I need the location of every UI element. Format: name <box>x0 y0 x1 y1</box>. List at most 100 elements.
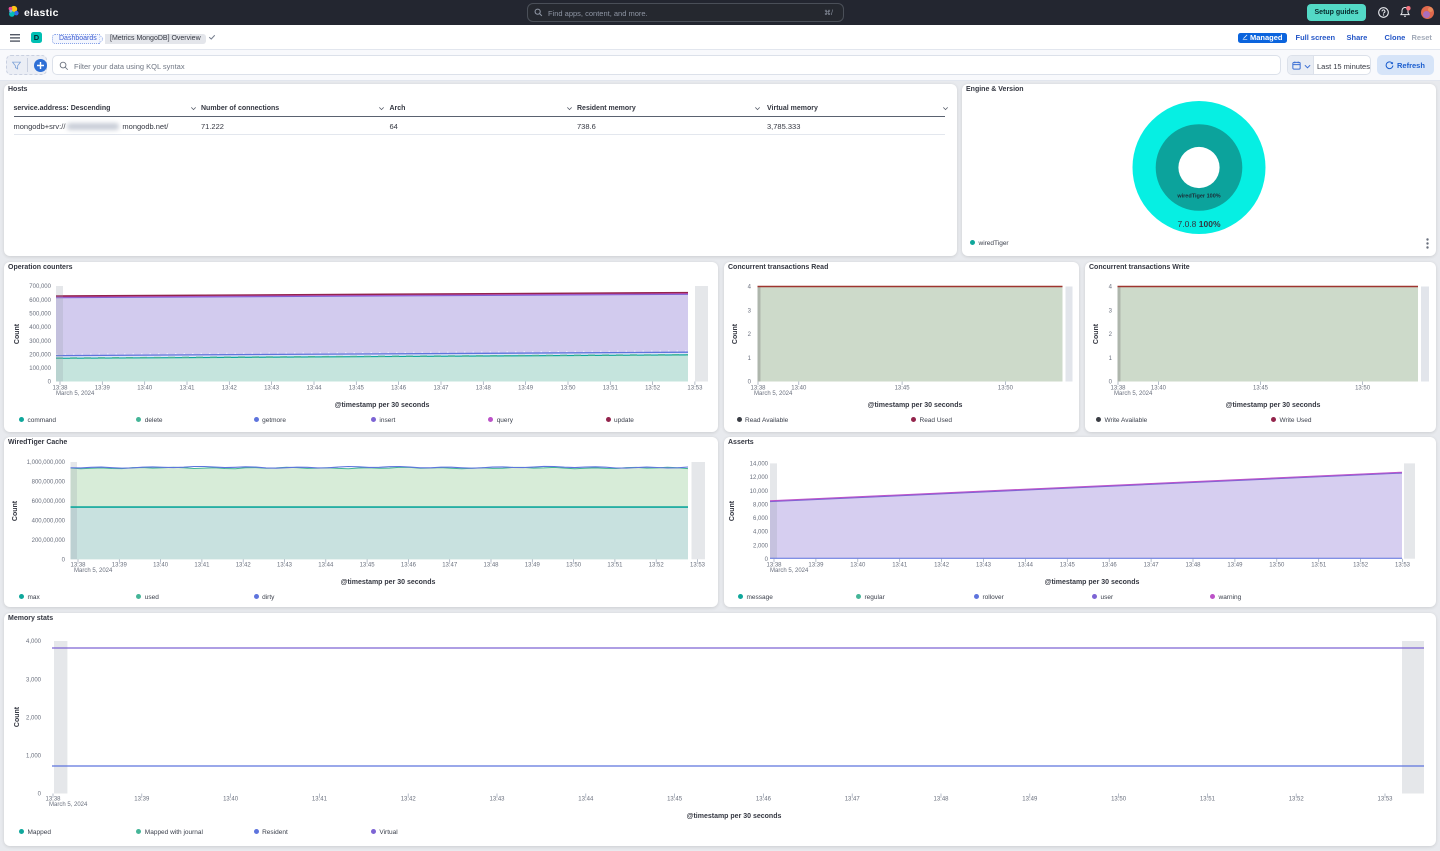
svg-text:13:44: 13:44 <box>1018 563 1034 569</box>
svg-text:13:49: 13:49 <box>518 386 534 392</box>
svg-text:13:52: 13:52 <box>1353 563 1369 569</box>
svg-text:13:40: 13:40 <box>223 797 239 803</box>
svg-text:0: 0 <box>38 792 42 798</box>
svg-text:13:52: 13:52 <box>649 563 665 569</box>
svg-text:1,000: 1,000 <box>26 754 42 760</box>
svg-text:3,000: 3,000 <box>26 677 42 683</box>
svg-text:2: 2 <box>1109 332 1113 338</box>
svg-text:13:50: 13:50 <box>566 563 582 569</box>
svg-text:13:45: 13:45 <box>667 797 683 803</box>
svg-text:13:51: 13:51 <box>603 386 619 392</box>
svg-text:13:46: 13:46 <box>391 386 407 392</box>
svg-text:13:47: 13:47 <box>433 386 449 392</box>
svg-text:March 5, 2024: March 5, 2024 <box>56 391 95 397</box>
svg-text:13:40: 13:40 <box>850 563 866 569</box>
svg-text:0: 0 <box>48 380 52 386</box>
svg-text:13:53: 13:53 <box>1377 797 1393 803</box>
svg-text:4: 4 <box>1109 285 1113 291</box>
svg-text:@timestamp per 30 seconds: @timestamp per 30 seconds <box>868 402 963 409</box>
svg-text:13:40: 13:40 <box>137 386 153 392</box>
svg-text:13:45: 13:45 <box>349 386 365 392</box>
svg-text:13:45: 13:45 <box>1253 386 1269 392</box>
svg-text:13:47: 13:47 <box>442 563 458 569</box>
svg-text:13:43: 13:43 <box>277 563 293 569</box>
svg-text:400,000: 400,000 <box>29 325 51 331</box>
svg-text:1: 1 <box>748 356 752 362</box>
svg-text:wiredTiger 100%: wiredTiger 100% <box>1176 194 1220 200</box>
svg-text:10,000: 10,000 <box>750 489 769 495</box>
svg-text:13:53: 13:53 <box>687 386 703 392</box>
svg-text:13:49: 13:49 <box>1022 797 1038 803</box>
svg-text:13:51: 13:51 <box>1311 563 1327 569</box>
svg-text:13:42: 13:42 <box>236 563 252 569</box>
svg-text:@timestamp per 30 seconds: @timestamp per 30 seconds <box>341 579 436 586</box>
svg-text:13:43: 13:43 <box>976 563 992 569</box>
svg-text:13:49: 13:49 <box>525 563 541 569</box>
svg-text:1,000,000,000: 1,000,000,000 <box>27 460 66 466</box>
svg-text:13:50: 13:50 <box>560 386 576 392</box>
svg-text:Count: Count <box>14 706 21 727</box>
svg-text:13:48: 13:48 <box>1185 563 1201 569</box>
svg-text:13:39: 13:39 <box>808 563 824 569</box>
svg-text:March 5, 2024: March 5, 2024 <box>754 391 793 397</box>
svg-text:600,000,000: 600,000,000 <box>32 499 66 505</box>
svg-text:13:38: 13:38 <box>70 563 86 569</box>
svg-text:13:42: 13:42 <box>934 563 950 569</box>
svg-text:Count: Count <box>729 500 736 521</box>
svg-text:500,000: 500,000 <box>29 312 51 318</box>
svg-text:200,000,000: 200,000,000 <box>32 538 66 544</box>
svg-text:13:51: 13:51 <box>607 563 623 569</box>
svg-text:13:45: 13:45 <box>895 386 911 392</box>
svg-text:13:53: 13:53 <box>690 563 706 569</box>
svg-text:13:50: 13:50 <box>998 386 1014 392</box>
svg-text:13:46: 13:46 <box>401 563 417 569</box>
svg-text:D: D <box>34 33 40 42</box>
svg-text:13:38: 13:38 <box>766 563 782 569</box>
svg-text:@timestamp per 30 seconds: @timestamp per 30 seconds <box>335 402 430 409</box>
svg-text:300,000: 300,000 <box>29 339 51 345</box>
svg-text:100,000: 100,000 <box>29 366 51 372</box>
svg-text:13:48: 13:48 <box>483 563 499 569</box>
svg-text:13:50: 13:50 <box>1355 386 1371 392</box>
svg-text:Count: Count <box>14 323 21 344</box>
svg-text:2,000: 2,000 <box>753 543 769 549</box>
svg-text:@timestamp per 30 seconds: @timestamp per 30 seconds <box>687 813 782 820</box>
svg-text:8,000: 8,000 <box>753 502 769 508</box>
svg-text:13:40: 13:40 <box>1151 386 1167 392</box>
svg-text:March 5, 2024: March 5, 2024 <box>1114 391 1153 397</box>
svg-text:3: 3 <box>1109 309 1113 315</box>
svg-text:700,000: 700,000 <box>29 284 51 290</box>
svg-text:13:53: 13:53 <box>1395 563 1411 569</box>
svg-text:200,000: 200,000 <box>29 352 51 358</box>
svg-text:4: 4 <box>748 285 752 291</box>
svg-text:13:43: 13:43 <box>489 797 505 803</box>
svg-text:13:50: 13:50 <box>1111 797 1127 803</box>
svg-text:13:44: 13:44 <box>318 563 334 569</box>
svg-text:13:40: 13:40 <box>153 563 169 569</box>
svg-text:14,000: 14,000 <box>750 462 769 468</box>
svg-text:600,000: 600,000 <box>29 298 51 304</box>
svg-text:March 5, 2024: March 5, 2024 <box>49 802 88 808</box>
svg-text:13:38: 13:38 <box>750 386 766 392</box>
svg-text:3: 3 <box>748 309 752 315</box>
svg-text:March 5, 2024: March 5, 2024 <box>74 568 113 574</box>
svg-text:13:43: 13:43 <box>264 386 280 392</box>
svg-text:13:39: 13:39 <box>134 797 150 803</box>
svg-text:13:38: 13:38 <box>1110 386 1126 392</box>
svg-text:13:50: 13:50 <box>1269 563 1285 569</box>
svg-text:0: 0 <box>765 557 769 563</box>
svg-text:13:41: 13:41 <box>179 386 195 392</box>
svg-text:13:52: 13:52 <box>1289 797 1305 803</box>
svg-text:400,000,000: 400,000,000 <box>32 519 66 525</box>
svg-text:0: 0 <box>748 380 752 386</box>
svg-text:Count: Count <box>12 500 19 521</box>
svg-text:13:48: 13:48 <box>476 386 492 392</box>
svg-text:13:44: 13:44 <box>578 797 594 803</box>
svg-text:6,000: 6,000 <box>753 516 769 522</box>
svg-text:13:39: 13:39 <box>112 563 128 569</box>
svg-text:0: 0 <box>62 558 66 564</box>
svg-text:@timestamp per 30 seconds: @timestamp per 30 seconds <box>1045 579 1140 586</box>
svg-text:13:46: 13:46 <box>756 797 772 803</box>
svg-text:13:38: 13:38 <box>45 797 61 803</box>
svg-text:March 5, 2024: March 5, 2024 <box>770 568 809 574</box>
